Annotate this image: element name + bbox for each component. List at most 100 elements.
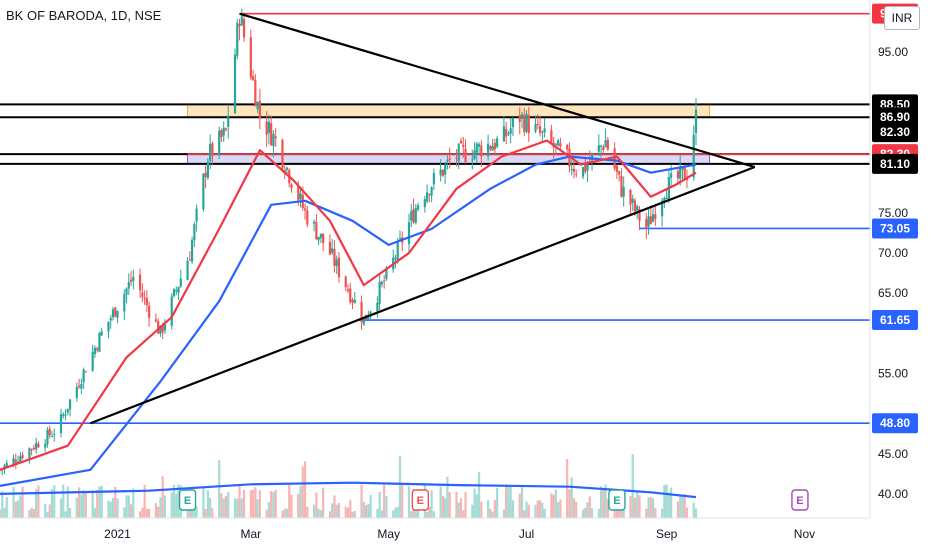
volume-bar — [364, 505, 368, 518]
volume-bar — [502, 509, 506, 518]
volume-bar — [344, 506, 347, 518]
candle-body — [98, 333, 101, 352]
candle-body — [491, 145, 494, 151]
candle-body — [64, 414, 67, 416]
candle-body — [220, 130, 223, 138]
volume-bar — [396, 506, 399, 518]
candle-body — [161, 324, 164, 333]
candle-body — [597, 145, 600, 152]
candle-body — [604, 140, 607, 148]
candle-body — [258, 100, 261, 119]
candle-body — [428, 194, 431, 196]
candle-body — [581, 167, 585, 177]
volume-bar — [0, 509, 2, 518]
volume-bar — [487, 500, 490, 518]
time-axis[interactable]: 2021 Mar May Jul Sep Nov — [104, 527, 815, 541]
volume-bar — [222, 498, 225, 518]
candle-body — [111, 309, 115, 318]
candle-body — [631, 198, 634, 203]
currency-selector[interactable]: INR — [884, 6, 920, 30]
candle-body — [30, 448, 33, 450]
volume-bar — [301, 466, 304, 518]
volume-bar — [428, 506, 431, 518]
volume-bar — [157, 506, 160, 518]
volume-bar — [274, 489, 277, 518]
horizontal-levels[interactable] — [0, 12, 870, 425]
volume-bar — [75, 497, 78, 518]
volume-bar — [380, 510, 383, 518]
volume-bar — [331, 503, 334, 518]
candle-body — [157, 321, 160, 334]
candle-body — [493, 142, 496, 150]
volume-bar — [270, 491, 273, 518]
volume-bar — [557, 502, 560, 518]
candle-body — [362, 317, 365, 325]
volume-bar — [360, 484, 363, 518]
volume-bar — [256, 499, 259, 518]
candle-body — [12, 458, 15, 465]
candle-body — [177, 287, 180, 293]
price-tag-label: 48.80 — [880, 416, 910, 430]
price-tag-82.30 — [872, 122, 918, 143]
volume-bar — [527, 504, 530, 518]
volume-bar — [446, 476, 449, 518]
candle-body — [369, 311, 372, 317]
volume-bar — [5, 496, 8, 518]
volume-bar — [491, 511, 494, 518]
volume-bar — [505, 484, 508, 518]
candle-body — [559, 143, 562, 147]
volume-bar — [552, 494, 555, 518]
volume-bar — [351, 511, 354, 518]
volume-bar — [202, 487, 205, 518]
volume-bar — [281, 510, 284, 518]
volume-bar — [362, 501, 365, 518]
candle-body — [127, 282, 130, 289]
price-tag-label: 61.65 — [880, 313, 910, 327]
candle-body — [116, 310, 119, 318]
price-axis[interactable]: 40.00 45.00 55.00 65.00 70.00 75.00 95.00 — [878, 45, 908, 501]
candle-body — [620, 176, 623, 197]
y-tick-label: 95.00 — [878, 45, 908, 59]
price-tag-61.65 — [872, 310, 918, 331]
volume-bar — [129, 504, 133, 518]
volume-bar — [154, 503, 158, 518]
candle-body — [378, 281, 381, 304]
volume-bar — [116, 498, 119, 518]
candle-body — [441, 169, 445, 176]
candle-body — [186, 260, 189, 281]
volume-bar — [68, 507, 72, 518]
volume-bar — [37, 485, 40, 518]
volume-bar — [636, 490, 639, 518]
price-tag-label: 73.05 — [880, 221, 910, 235]
volume-bar — [319, 510, 322, 518]
candle-body — [188, 259, 191, 261]
candle-body — [159, 325, 162, 334]
candle-body — [423, 199, 426, 208]
candle-body — [351, 299, 354, 303]
candle-body — [541, 131, 544, 133]
volume-bar — [249, 490, 252, 518]
candle-body — [238, 24, 241, 27]
volume-bar — [679, 495, 682, 518]
candle-body — [59, 414, 63, 433]
volume-bar — [525, 501, 528, 518]
candle-body — [439, 169, 442, 176]
volume-bar — [258, 490, 261, 518]
candle-body — [383, 280, 386, 282]
candle-body — [227, 115, 230, 127]
candle-body — [335, 259, 338, 267]
candle-body — [606, 139, 609, 150]
candle-body — [139, 274, 142, 291]
trendlines[interactable] — [89, 12, 756, 425]
candle-body — [462, 144, 465, 147]
candle-body — [394, 257, 397, 260]
volume-bar — [1, 491, 4, 518]
earnings-marker-label: E — [613, 495, 620, 507]
candle-body — [100, 331, 103, 336]
earnings-marker-label: E — [417, 495, 424, 507]
candle-body — [333, 248, 336, 266]
volume-bar — [175, 493, 178, 518]
candle-body — [222, 127, 225, 136]
